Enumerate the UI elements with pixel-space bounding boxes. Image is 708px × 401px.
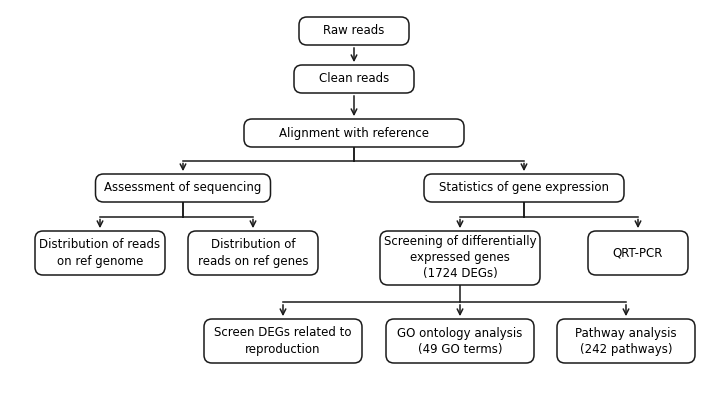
- Text: QRT-PCR: QRT-PCR: [613, 247, 663, 259]
- Text: Alignment with reference: Alignment with reference: [279, 126, 429, 140]
- FancyBboxPatch shape: [294, 65, 414, 93]
- FancyBboxPatch shape: [386, 319, 534, 363]
- Text: Distribution of
reads on ref genes: Distribution of reads on ref genes: [198, 239, 308, 267]
- FancyBboxPatch shape: [188, 231, 318, 275]
- Text: Clean reads: Clean reads: [319, 73, 389, 85]
- Text: Statistics of gene expression: Statistics of gene expression: [439, 182, 609, 194]
- Text: Raw reads: Raw reads: [324, 24, 384, 38]
- Text: Assessment of sequencing: Assessment of sequencing: [104, 182, 262, 194]
- Text: Screen DEGs related to
reproduction: Screen DEGs related to reproduction: [215, 326, 352, 356]
- FancyBboxPatch shape: [557, 319, 695, 363]
- Text: Pathway analysis
(242 pathways): Pathway analysis (242 pathways): [575, 326, 677, 356]
- FancyBboxPatch shape: [380, 231, 540, 285]
- FancyBboxPatch shape: [244, 119, 464, 147]
- FancyBboxPatch shape: [96, 174, 270, 202]
- FancyBboxPatch shape: [35, 231, 165, 275]
- Text: Distribution of reads
on ref genome: Distribution of reads on ref genome: [40, 239, 161, 267]
- FancyBboxPatch shape: [204, 319, 362, 363]
- FancyBboxPatch shape: [299, 17, 409, 45]
- FancyBboxPatch shape: [424, 174, 624, 202]
- FancyBboxPatch shape: [588, 231, 688, 275]
- Text: GO ontology analysis
(49 GO terms): GO ontology analysis (49 GO terms): [397, 326, 523, 356]
- Text: Screening of differentially
expressed genes
(1724 DEGs): Screening of differentially expressed ge…: [384, 235, 537, 281]
